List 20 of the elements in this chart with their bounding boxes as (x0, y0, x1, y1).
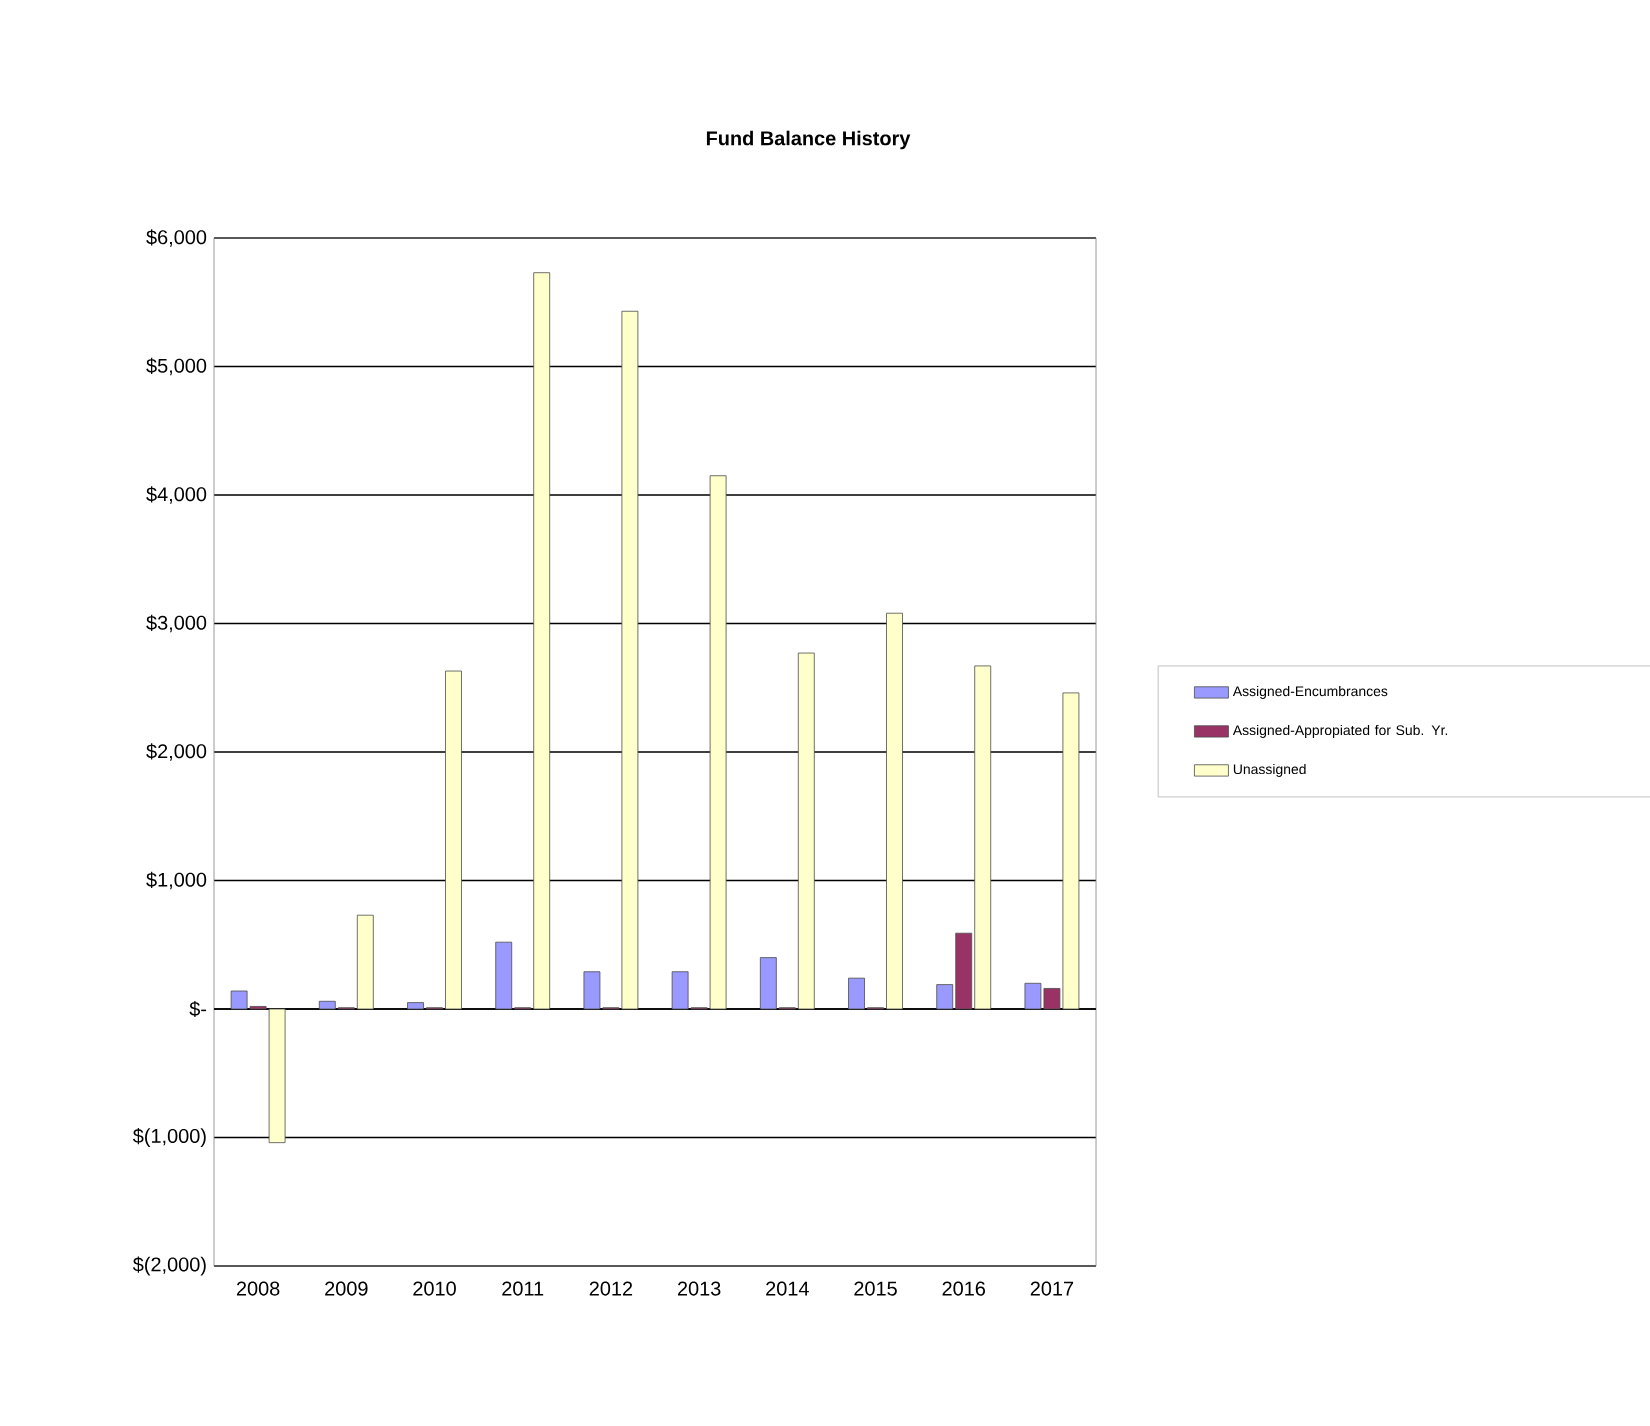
y-tick-label: $1,000 (146, 871, 207, 890)
x-tick-label: 2015 (854, 1281, 897, 1296)
y-tick-label: $2,000 (146, 743, 207, 761)
x-tick-label: 2009 (325, 1281, 368, 1296)
y-tick-label: $4,000 (146, 486, 207, 504)
y-tick-label: $- (189, 1000, 207, 1018)
x-tick-label: 2014 (766, 1281, 809, 1296)
x-tick-label: 2017 (1030, 1281, 1074, 1296)
x-tick-label: 2010 (413, 1281, 456, 1296)
x-tick-label: 2012 (589, 1281, 633, 1296)
y-tick-label: $(2,000) (132, 1256, 206, 1276)
chart-title: Fund Balance History (706, 130, 911, 150)
y-tick-label: $5,000 (146, 357, 207, 376)
y-tick-label: $6,000 (146, 229, 207, 247)
y-tick-label: $3,000 (146, 614, 207, 633)
x-tick-label: 2008 (236, 1281, 280, 1296)
x-tick-label: 2011 (502, 1281, 544, 1296)
y-tick-label: $(1,000) (132, 1128, 206, 1147)
x-tick-label: 2013 (677, 1281, 721, 1296)
x-tick-label: 2016 (942, 1281, 986, 1296)
